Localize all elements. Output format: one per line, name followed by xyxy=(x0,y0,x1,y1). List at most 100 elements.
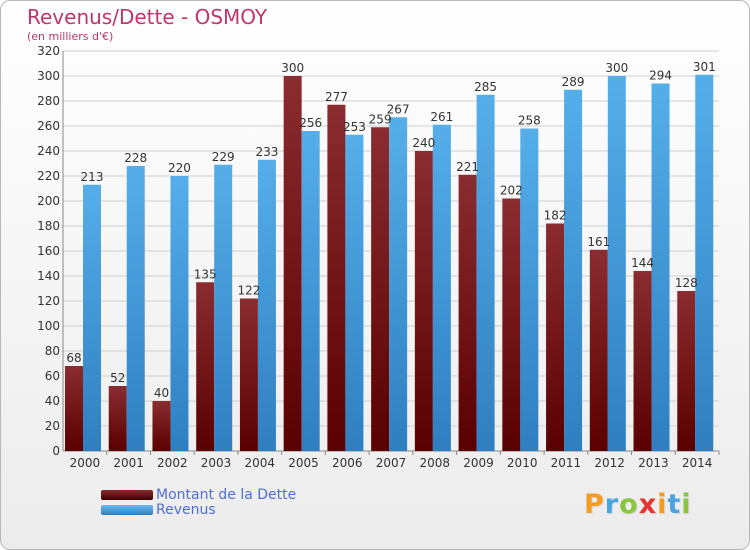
logo-letter: i xyxy=(681,489,692,520)
legend-swatch-dette xyxy=(101,490,153,500)
data-label-revenus: 220 xyxy=(168,161,191,175)
data-label-revenus: 258 xyxy=(518,114,541,128)
bar-dette xyxy=(371,127,390,451)
bar-dette xyxy=(239,298,258,451)
bar-dette xyxy=(414,151,433,451)
y-tick-label: 200 xyxy=(37,194,60,208)
data-label-dette: 128 xyxy=(675,276,698,290)
data-label-revenus: 289 xyxy=(562,75,585,89)
y-tick-label: 160 xyxy=(37,244,60,258)
x-tick-label: 2000 xyxy=(70,456,101,470)
data-label-dette: 144 xyxy=(631,256,654,270)
x-tick-label: 2014 xyxy=(682,456,713,470)
x-axis: 2000 2001 2002 2003 2004 2005 2006 2007 2008 2009… xyxy=(70,451,720,470)
bar-revenus xyxy=(520,128,539,451)
y-tick-label: 60 xyxy=(45,369,60,383)
y-tick-label: 0 xyxy=(52,444,60,458)
data-label-dette: 221 xyxy=(456,160,479,174)
x-tick-label: 2009 xyxy=(463,456,494,470)
data-label-revenus: 285 xyxy=(474,80,497,94)
bar-dette xyxy=(196,282,215,451)
bar-revenus xyxy=(126,166,145,451)
y-tick-label: 100 xyxy=(37,319,60,333)
data-label-dette: 68 xyxy=(66,351,81,365)
data-label-revenus: 300 xyxy=(605,61,628,75)
data-label-revenus: 267 xyxy=(387,102,410,116)
legend-item-dette: Montant de la Dette xyxy=(101,487,297,503)
data-label-dette: 52 xyxy=(110,371,125,385)
bar-dette xyxy=(677,291,696,451)
x-tick-label: 2010 xyxy=(507,456,538,470)
bar-dette xyxy=(502,198,521,451)
data-label-revenus: 228 xyxy=(124,151,147,165)
y-tick-label: 320 xyxy=(37,44,60,58)
data-label-revenus: 261 xyxy=(430,110,453,124)
bar-dette xyxy=(633,271,652,451)
bar-dette xyxy=(152,401,171,451)
bars xyxy=(65,74,714,451)
x-tick-label: 2013 xyxy=(638,456,669,470)
x-tick-label: 2007 xyxy=(376,456,407,470)
bar-revenus xyxy=(257,159,276,451)
y-tick-label: 40 xyxy=(45,394,60,408)
bar-revenus xyxy=(564,89,583,451)
x-tick-label: 2008 xyxy=(419,456,450,470)
data-label-revenus: 301 xyxy=(693,60,716,74)
legend-item-revenus: Revenus xyxy=(101,502,216,518)
bar-revenus xyxy=(83,184,101,451)
bar-dette xyxy=(589,249,608,451)
data-label-dette: 277 xyxy=(325,90,348,104)
y-tick-label: 280 xyxy=(37,94,60,108)
data-label-dette: 202 xyxy=(500,184,523,198)
data-label-revenus: 294 xyxy=(649,69,672,83)
data-label-dette: 182 xyxy=(544,209,567,223)
y-tick-label: 180 xyxy=(37,219,60,233)
bar-revenus xyxy=(476,94,495,451)
bar-revenus xyxy=(301,131,320,451)
bar-dette xyxy=(108,386,127,451)
x-tick-label: 2012 xyxy=(594,456,625,470)
x-tick-label: 2005 xyxy=(288,456,319,470)
y-tick-label: 140 xyxy=(37,269,60,283)
bar-revenus xyxy=(432,124,451,451)
data-labels: 6821352228402201352291222333002562772532… xyxy=(66,60,715,400)
x-tick-label: 2002 xyxy=(157,456,188,470)
data-label-dette: 122 xyxy=(237,284,260,298)
x-tick-label: 2011 xyxy=(551,456,582,470)
logo-letter: t xyxy=(667,489,682,520)
legend-label-dette: Montant de la Dette xyxy=(156,487,297,503)
bar-revenus xyxy=(389,117,408,451)
proxiti-logo: Proxiti xyxy=(584,489,692,520)
data-label-dette: 135 xyxy=(194,267,217,281)
bar-revenus xyxy=(214,164,233,451)
bar-dette xyxy=(65,366,83,451)
data-label-revenus: 256 xyxy=(299,116,322,130)
logo-letter: o xyxy=(619,489,639,520)
logo-letter: x xyxy=(638,489,658,520)
y-tick-label: 240 xyxy=(37,144,60,158)
y-tick-label: 120 xyxy=(37,294,60,308)
legend-swatch-revenus xyxy=(101,505,153,515)
logo-letter: P xyxy=(584,489,605,520)
bar-revenus xyxy=(695,74,714,451)
data-label-dette: 161 xyxy=(587,235,610,249)
bar-revenus xyxy=(345,134,364,451)
bar-revenus xyxy=(607,76,626,451)
logo-letter: i xyxy=(657,489,668,520)
data-label-revenus: 229 xyxy=(212,150,235,164)
data-label-dette: 300 xyxy=(281,61,304,75)
data-label-dette: 240 xyxy=(412,136,435,150)
data-label-revenus: 253 xyxy=(343,120,366,134)
y-tick-label: 20 xyxy=(45,419,60,433)
chart-subtitle: (en milliers d'€) xyxy=(27,30,114,43)
y-tick-label: 80 xyxy=(45,344,60,358)
bar-revenus xyxy=(170,176,189,451)
bar-dette xyxy=(546,223,565,451)
y-tick-label: 220 xyxy=(37,169,60,183)
data-label-dette: 259 xyxy=(369,112,392,126)
data-label-revenus: 233 xyxy=(255,145,278,159)
x-tick-label: 2003 xyxy=(201,456,232,470)
bar-dette xyxy=(458,174,477,451)
